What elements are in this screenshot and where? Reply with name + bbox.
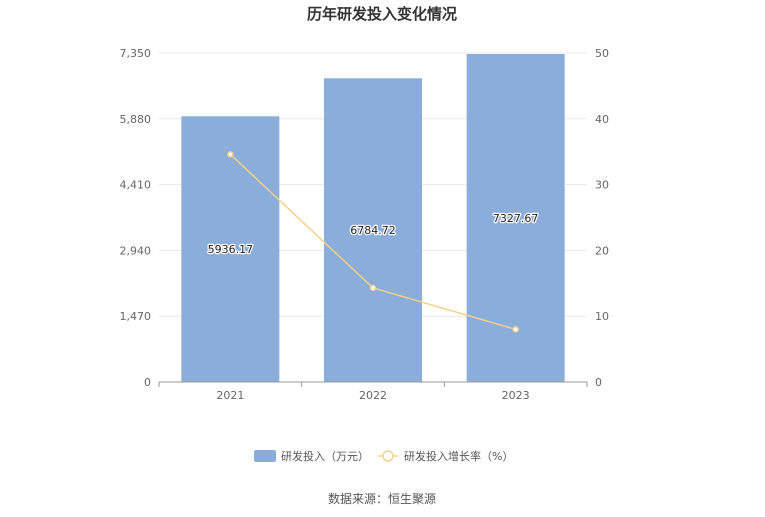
x-tick-label: 2023: [502, 389, 530, 402]
bar-2022: [324, 78, 422, 382]
growth-line-point: [512, 326, 519, 333]
right-axis: 0 10 20 30 40 50: [595, 47, 609, 389]
y-left-tick-label: 7,350: [120, 47, 152, 60]
y-right-tick-label: 30: [595, 179, 609, 192]
y-left-tick-label: 5,880: [120, 113, 152, 126]
legend-bar-swatch: [254, 450, 276, 462]
y-right-tick-label: 50: [595, 47, 609, 60]
legend-bar-label: 研发投入（万元）: [281, 449, 369, 463]
legend: 研发投入（万元） 研发投入增长率（%）: [254, 449, 513, 463]
y-left-tick-label: 2,940: [120, 244, 152, 257]
bar-data-label: 5936.17: [208, 243, 254, 256]
legend-line-label: 研发投入增长率（%）: [404, 449, 513, 463]
x-axis: 2021 2022 2023: [158, 382, 588, 402]
source-note: 数据来源：恒生聚源: [328, 491, 436, 506]
y-left-tick-label: 4,410: [120, 179, 152, 192]
x-tick-label: 2022: [359, 389, 387, 402]
x-tick-label: 2021: [216, 389, 244, 402]
growth-line: [227, 151, 519, 333]
y-left-tick-label: 1,470: [120, 310, 152, 323]
y-right-tick-label: 40: [595, 113, 609, 126]
y-right-tick-label: 0: [595, 376, 602, 389]
bar-data-label: 7327.67: [493, 212, 539, 225]
y-right-tick-label: 10: [595, 310, 609, 323]
data-labels: 5936.17 6784.72 7327.67: [206, 211, 539, 258]
bar-2021: [181, 116, 280, 383]
y-right-tick-label: 20: [595, 244, 609, 257]
y-left-tick-label: 0: [144, 376, 151, 389]
chart-title: 历年研发投入变化情况: [307, 5, 457, 23]
growth-line-point: [369, 284, 377, 292]
left-axis: 0 1,470 2,940 4,410 5,880 7,350: [120, 47, 152, 389]
bar-data-label: 6784.72: [350, 224, 396, 237]
growth-line-point: [227, 151, 234, 158]
legend-line-marker: [382, 450, 394, 462]
